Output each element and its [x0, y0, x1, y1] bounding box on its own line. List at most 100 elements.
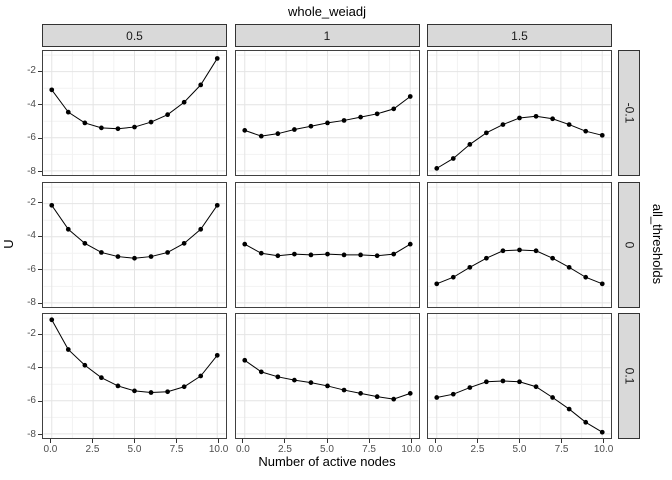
y-tick-label: -8 [27, 165, 36, 177]
data-point [308, 123, 313, 129]
panel-canvas [235, 51, 419, 175]
facet-row-variable-label: all_thresholds [650, 203, 665, 285]
data-point [467, 385, 473, 390]
data-point [241, 241, 247, 247]
x-tick-mark [476, 439, 478, 443]
data-point [198, 226, 204, 232]
facet-row-strip-label: 0 [622, 241, 636, 248]
y-tick-label: -6 [27, 395, 36, 407]
data-point [407, 241, 413, 247]
data-point [341, 118, 346, 123]
y-tick-mark [38, 171, 42, 173]
x-tick-label: 0.0 [235, 444, 250, 455]
data-point [324, 383, 330, 389]
y-tick-label: -6 [27, 263, 36, 275]
data-point [407, 94, 413, 99]
y-tick-mark [38, 269, 42, 271]
facet-row-strip: 0 [618, 181, 640, 308]
data-point [407, 390, 413, 396]
data-point [99, 125, 104, 131]
data-point [374, 111, 380, 117]
data-point [583, 274, 589, 280]
data-point [390, 106, 396, 112]
x-tick-mark [603, 439, 605, 443]
x-tick-label: 5.0 [127, 444, 142, 455]
data-point [99, 249, 104, 255]
y-tick-mark [38, 367, 42, 369]
data-point [550, 255, 555, 261]
panel-canvas [235, 314, 419, 438]
data-point [148, 390, 154, 395]
x-tick-label: 2.5 [470, 444, 485, 455]
panel-1-0 [234, 181, 420, 308]
panel-1-0.1 [234, 313, 420, 439]
data-point [258, 133, 264, 139]
facet-col-strip: 1 [234, 24, 420, 47]
data-point [65, 226, 71, 232]
data-point [49, 202, 55, 208]
data-point [450, 274, 456, 280]
data-point [517, 247, 522, 252]
x-tick-mark [242, 439, 244, 443]
y-tick-label: -8 [27, 428, 36, 440]
data-point [115, 126, 121, 132]
data-point [308, 380, 313, 385]
y-tick-label: -2 [27, 328, 36, 339]
data-point [65, 109, 71, 115]
data-point [274, 131, 280, 137]
data-point [390, 396, 396, 402]
x-tick-label: 10.0 [593, 444, 614, 455]
data-point [132, 388, 137, 394]
x-tick-label: 7.5 [554, 444, 569, 455]
x-tick-label: 0.0 [428, 444, 443, 455]
data-point [258, 369, 264, 375]
data-point [450, 156, 456, 161]
data-point [115, 253, 121, 259]
data-point [99, 375, 104, 381]
x-tick-mark [561, 439, 563, 443]
data-point [566, 406, 572, 412]
data-point [241, 127, 247, 133]
data-point [566, 264, 572, 270]
y-tick-mark [38, 70, 42, 72]
data-point [165, 112, 170, 118]
y-tick-mark [38, 434, 42, 436]
data-point [517, 379, 522, 385]
x-tick-mark [284, 439, 286, 443]
panel-canvas [43, 314, 226, 438]
panel-1--0.1 [234, 50, 420, 176]
y-tick-label: -2 [27, 65, 36, 76]
x-tick-label: 7.5 [169, 444, 184, 455]
x-tick-label: 2.5 [85, 444, 100, 455]
data-point [49, 87, 55, 93]
x-tick-label: 5.0 [512, 444, 527, 455]
facet-row-strip-label: 0.1 [622, 367, 636, 385]
data-point [434, 280, 440, 286]
data-point [198, 82, 204, 88]
facet-row-strip: -0.1 [618, 50, 640, 176]
x-tick-mark [434, 439, 436, 443]
data-point [181, 240, 187, 246]
panel-canvas [428, 182, 611, 307]
x-tick-mark [176, 439, 178, 443]
data-point [550, 395, 555, 400]
y-tick-mark [38, 137, 42, 139]
panel-0.5-0.1 [42, 313, 227, 439]
data-point [467, 142, 473, 147]
data-point [517, 115, 522, 121]
facet-row-strip-label: -0.1 [622, 102, 636, 124]
data-point [115, 383, 121, 389]
data-point [357, 252, 363, 257]
panel-canvas [43, 182, 226, 307]
x-tick-label: 2.5 [278, 444, 292, 455]
data-point [82, 240, 88, 246]
data-point [82, 120, 88, 126]
data-point [165, 249, 170, 255]
plot-title: whole_weiadj [287, 4, 367, 19]
data-point [165, 389, 170, 395]
data-point [484, 255, 489, 261]
data-point [274, 252, 280, 258]
data-point [500, 247, 506, 253]
data-point [599, 429, 605, 435]
